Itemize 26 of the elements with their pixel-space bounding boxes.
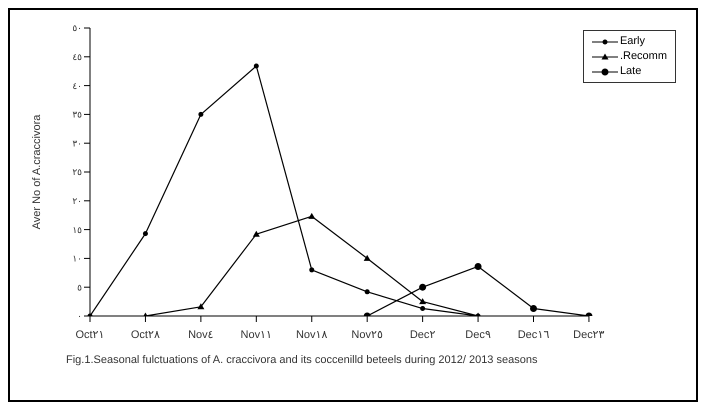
x-tick-label: Dec٩ <box>465 328 491 341</box>
x-tick-label: Nov٤ <box>188 328 214 341</box>
caption: Fig.1.Seasonal fulctuations of A. craccivora and its coccenilld beteels during 2012/ 2013 seasons <box>66 354 538 367</box>
y-tick-label: ١٠ <box>72 254 82 265</box>
y-tick-label: ٥٠ <box>72 24 82 34</box>
y-tick-label: ٠ <box>77 312 82 322</box>
x-tick-label: Oct٢١ <box>75 328 105 341</box>
y-tick-label: ٣٥ <box>72 110 82 121</box>
y-tick-label: ١٥ <box>72 226 82 236</box>
x-tick-label: Nov٢٥ <box>351 328 383 341</box>
y-tick-label: ٢٥ <box>72 168 82 178</box>
y-tick-label: ٥ <box>77 283 82 294</box>
x-tick-label: Dec١٦ <box>518 328 550 341</box>
legend-label: .Recomm <box>620 49 667 64</box>
x-tick-label: Oct٢٨ <box>130 328 160 341</box>
y-tick-label: ٤٥ <box>72 52 82 63</box>
y-tick-label: ٣٠ <box>72 139 82 150</box>
y-tick-label: ٤٠ <box>72 82 82 92</box>
legend-label: Early <box>620 34 645 49</box>
x-tick-label: Dec٢٣ <box>573 328 605 341</box>
x-tick-label: Dec٢ <box>410 328 436 341</box>
legend-label: Late <box>620 64 642 79</box>
y-tick-label: ٢٠ <box>72 196 82 207</box>
y-axis-title: Aver No of A.craccivora <box>30 114 43 230</box>
x-tick-label: Nov١١ <box>240 328 272 341</box>
x-tick-label: Nov١٨ <box>296 328 328 341</box>
